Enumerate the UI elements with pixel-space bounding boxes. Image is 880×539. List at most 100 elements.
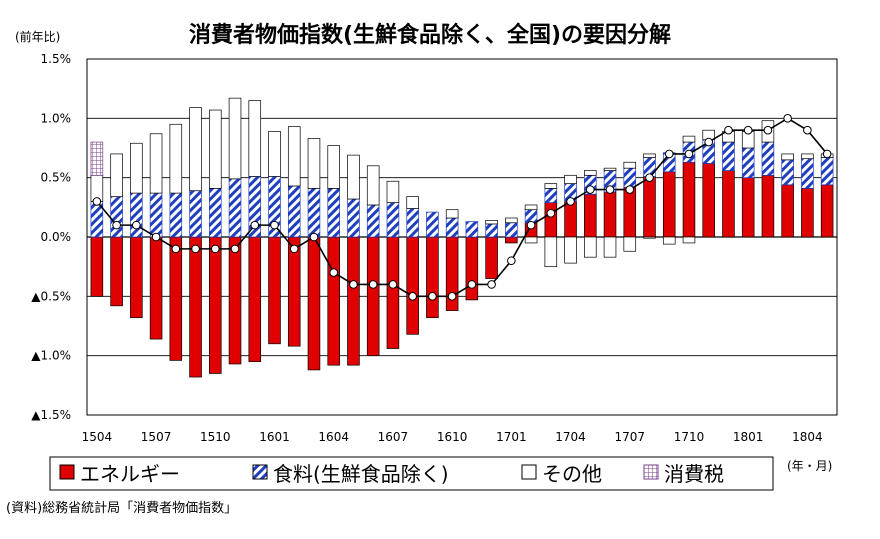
- bar-energy: [662, 171, 676, 238]
- y-tick-label: ▲0.5%: [31, 289, 71, 303]
- bar-food: [445, 217, 459, 238]
- x-tick-label: 1504: [82, 430, 113, 444]
- total-point: [743, 125, 753, 135]
- total-point: [368, 280, 378, 289]
- bar-other: [564, 174, 577, 184]
- bar-other-negative: [564, 236, 577, 264]
- bar-food: [189, 190, 202, 238]
- bar-other: [307, 138, 321, 189]
- total-point: [704, 137, 714, 147]
- bar-other-negative: [584, 236, 597, 258]
- bar-other: [189, 107, 202, 192]
- bar-tax: [90, 141, 104, 176]
- x-tick-label: 1710: [674, 430, 705, 444]
- bar-other: [485, 220, 498, 225]
- bar-energy: [307, 236, 321, 371]
- y-tick-label: ▲1.5%: [31, 408, 71, 422]
- y-tick-label: 0.0%: [41, 230, 72, 244]
- x-tick-label: 1507: [141, 430, 172, 444]
- bar-other: [781, 153, 794, 161]
- total-point: [803, 125, 812, 135]
- total-line: [92, 114, 832, 301]
- bar-energy: [228, 236, 242, 365]
- total-point: [112, 220, 121, 230]
- x-tick-label: 1604: [318, 430, 349, 444]
- total-point: [388, 280, 398, 289]
- bar-energy: [741, 177, 755, 238]
- total-point: [309, 232, 319, 242]
- source-note: (資料)総務省統計局「消費者物価指数」: [6, 500, 237, 516]
- legend-swatch-energy: [59, 464, 75, 480]
- bar-energy: [90, 236, 104, 297]
- total-point: [684, 149, 694, 159]
- bar-other: [149, 133, 163, 194]
- total-point: [566, 197, 575, 206]
- total-point: [447, 292, 457, 301]
- bar-energy: [268, 236, 281, 345]
- total-point: [645, 173, 654, 182]
- bar-energy: [465, 236, 479, 301]
- x-tick-label: 1607: [378, 430, 409, 444]
- bar-other-negative: [623, 236, 637, 252]
- bar-other: [248, 100, 262, 177]
- bar-energy: [169, 236, 183, 361]
- bar-energy: [130, 236, 143, 319]
- total-point: [664, 149, 674, 159]
- bar-other: [544, 183, 558, 189]
- bar-food: [524, 209, 538, 224]
- bar-food: [169, 192, 183, 238]
- bar-energy: [248, 236, 262, 362]
- x-tick-label: 1701: [496, 430, 527, 444]
- total-point: [625, 185, 635, 194]
- bar-other: [603, 167, 617, 171]
- total-point: [230, 244, 240, 254]
- bar-energy: [544, 202, 558, 238]
- bar-other: [643, 153, 656, 158]
- bar-other: [209, 109, 222, 189]
- total-point: [289, 244, 299, 254]
- bar-food: [110, 196, 123, 238]
- bar-energy: [209, 236, 222, 374]
- bar-other: [524, 204, 538, 211]
- bar-food: [781, 159, 794, 186]
- bar-energy: [327, 236, 340, 366]
- bar-other: [445, 209, 459, 219]
- total-point: [507, 256, 516, 266]
- bar-energy: [149, 236, 163, 340]
- total-point: [349, 280, 358, 289]
- bar-energy: [366, 236, 380, 357]
- total-point: [783, 114, 792, 123]
- total-point: [329, 268, 339, 277]
- y-axis-label: (前年比): [15, 29, 60, 44]
- bar-other: [287, 126, 301, 187]
- bar-food: [722, 141, 735, 171]
- bar-energy: [603, 191, 617, 238]
- x-tick-label: 1601: [259, 430, 290, 444]
- legend-frame: [49, 456, 774, 491]
- legend: エネルギー 食料(生鮮食品除く) その他 消費税: [49, 456, 774, 491]
- bar-food: [347, 198, 360, 238]
- bar-energy: [643, 176, 656, 238]
- bar-food: [149, 192, 163, 238]
- bar-energy: [761, 174, 775, 238]
- bar-energy: [110, 236, 123, 307]
- total-point: [171, 244, 181, 254]
- bar-food: [386, 202, 400, 238]
- y-tick-labels: 1.5% 1.0% 0.5% 0.0% ▲0.5% ▲1.0% ▲1.5%: [31, 52, 71, 422]
- bar-food: [741, 147, 755, 179]
- bar-food: [465, 221, 479, 238]
- y-tick-label: 0.5%: [41, 171, 72, 185]
- total-point: [487, 280, 496, 289]
- bar-other: [406, 196, 419, 209]
- bar-other: [623, 161, 637, 169]
- bar-energy: [702, 163, 715, 238]
- bar-food: [544, 187, 558, 203]
- legend-label-energy: エネルギー: [80, 462, 180, 486]
- x-tick-label: 1510: [200, 430, 231, 444]
- bar-energy: [386, 236, 400, 349]
- bar-energy: [347, 236, 360, 366]
- total-point: [191, 244, 200, 254]
- y-tick-label: 1.5%: [41, 52, 72, 66]
- bar-other-negative: [544, 236, 558, 268]
